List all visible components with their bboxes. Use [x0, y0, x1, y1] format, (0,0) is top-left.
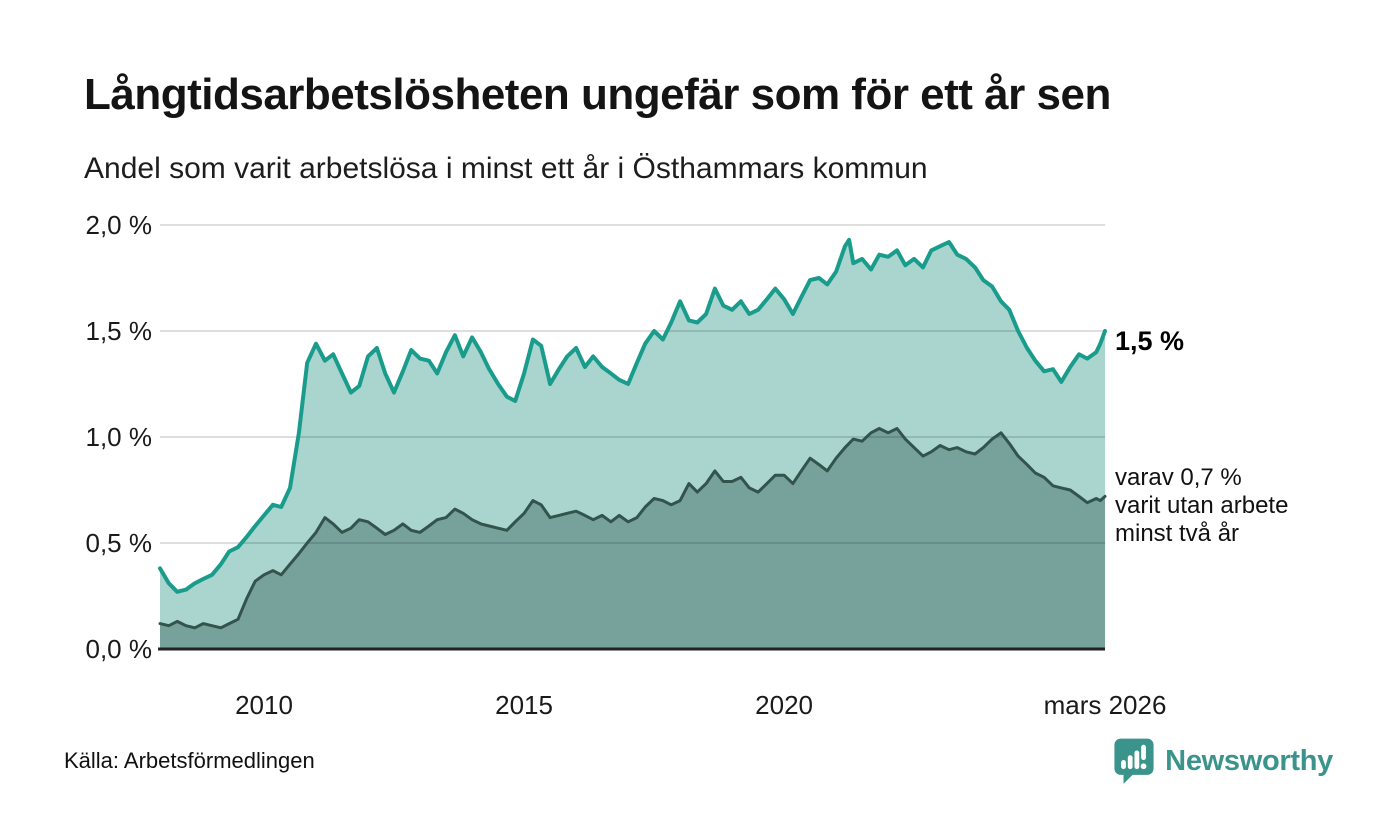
y-axis-tick-label: 1,0 % — [85, 422, 153, 452]
y-axis-tick-label: 2,0 % — [85, 210, 153, 240]
x-axis-tick-label: mars 2026 — [1043, 690, 1167, 720]
x-axis-tick-label: 2020 — [755, 690, 814, 720]
y-axis-tick-label: 0,0 % — [85, 634, 153, 664]
secondary-annotation-line-1: varav 0,7 % — [1115, 464, 1242, 492]
source-text: Källa: Arbetsförmedlingen — [64, 748, 315, 773]
secondary-annotation: varav 0,7 % varit utan arbete minst två … — [1115, 464, 1288, 548]
brand-logo-text: Newsworthy — [1165, 744, 1333, 777]
x-axis-tick-label: 2010 — [235, 690, 293, 720]
x-axis-tick-label: 2015 — [495, 690, 553, 720]
newsworthy-logo-icon — [1114, 738, 1154, 784]
secondary-annotation-line-2: varit utan arbete — [1115, 492, 1289, 520]
page-title: Långtidsarbetslösheten ungefär som för e… — [84, 70, 1111, 119]
secondary-annotation-line-3: minst två år — [1115, 520, 1240, 548]
latest-value-label: 1,5 % — [1115, 326, 1185, 356]
page-subtitle: Andel som varit arbetslösa i minst ett å… — [84, 152, 928, 185]
y-axis-tick-label: 1,5 % — [85, 316, 153, 346]
brand-logo: Newsworthy — [1113, 737, 1333, 785]
y-axis-tick-label: 0,5 % — [85, 528, 153, 558]
